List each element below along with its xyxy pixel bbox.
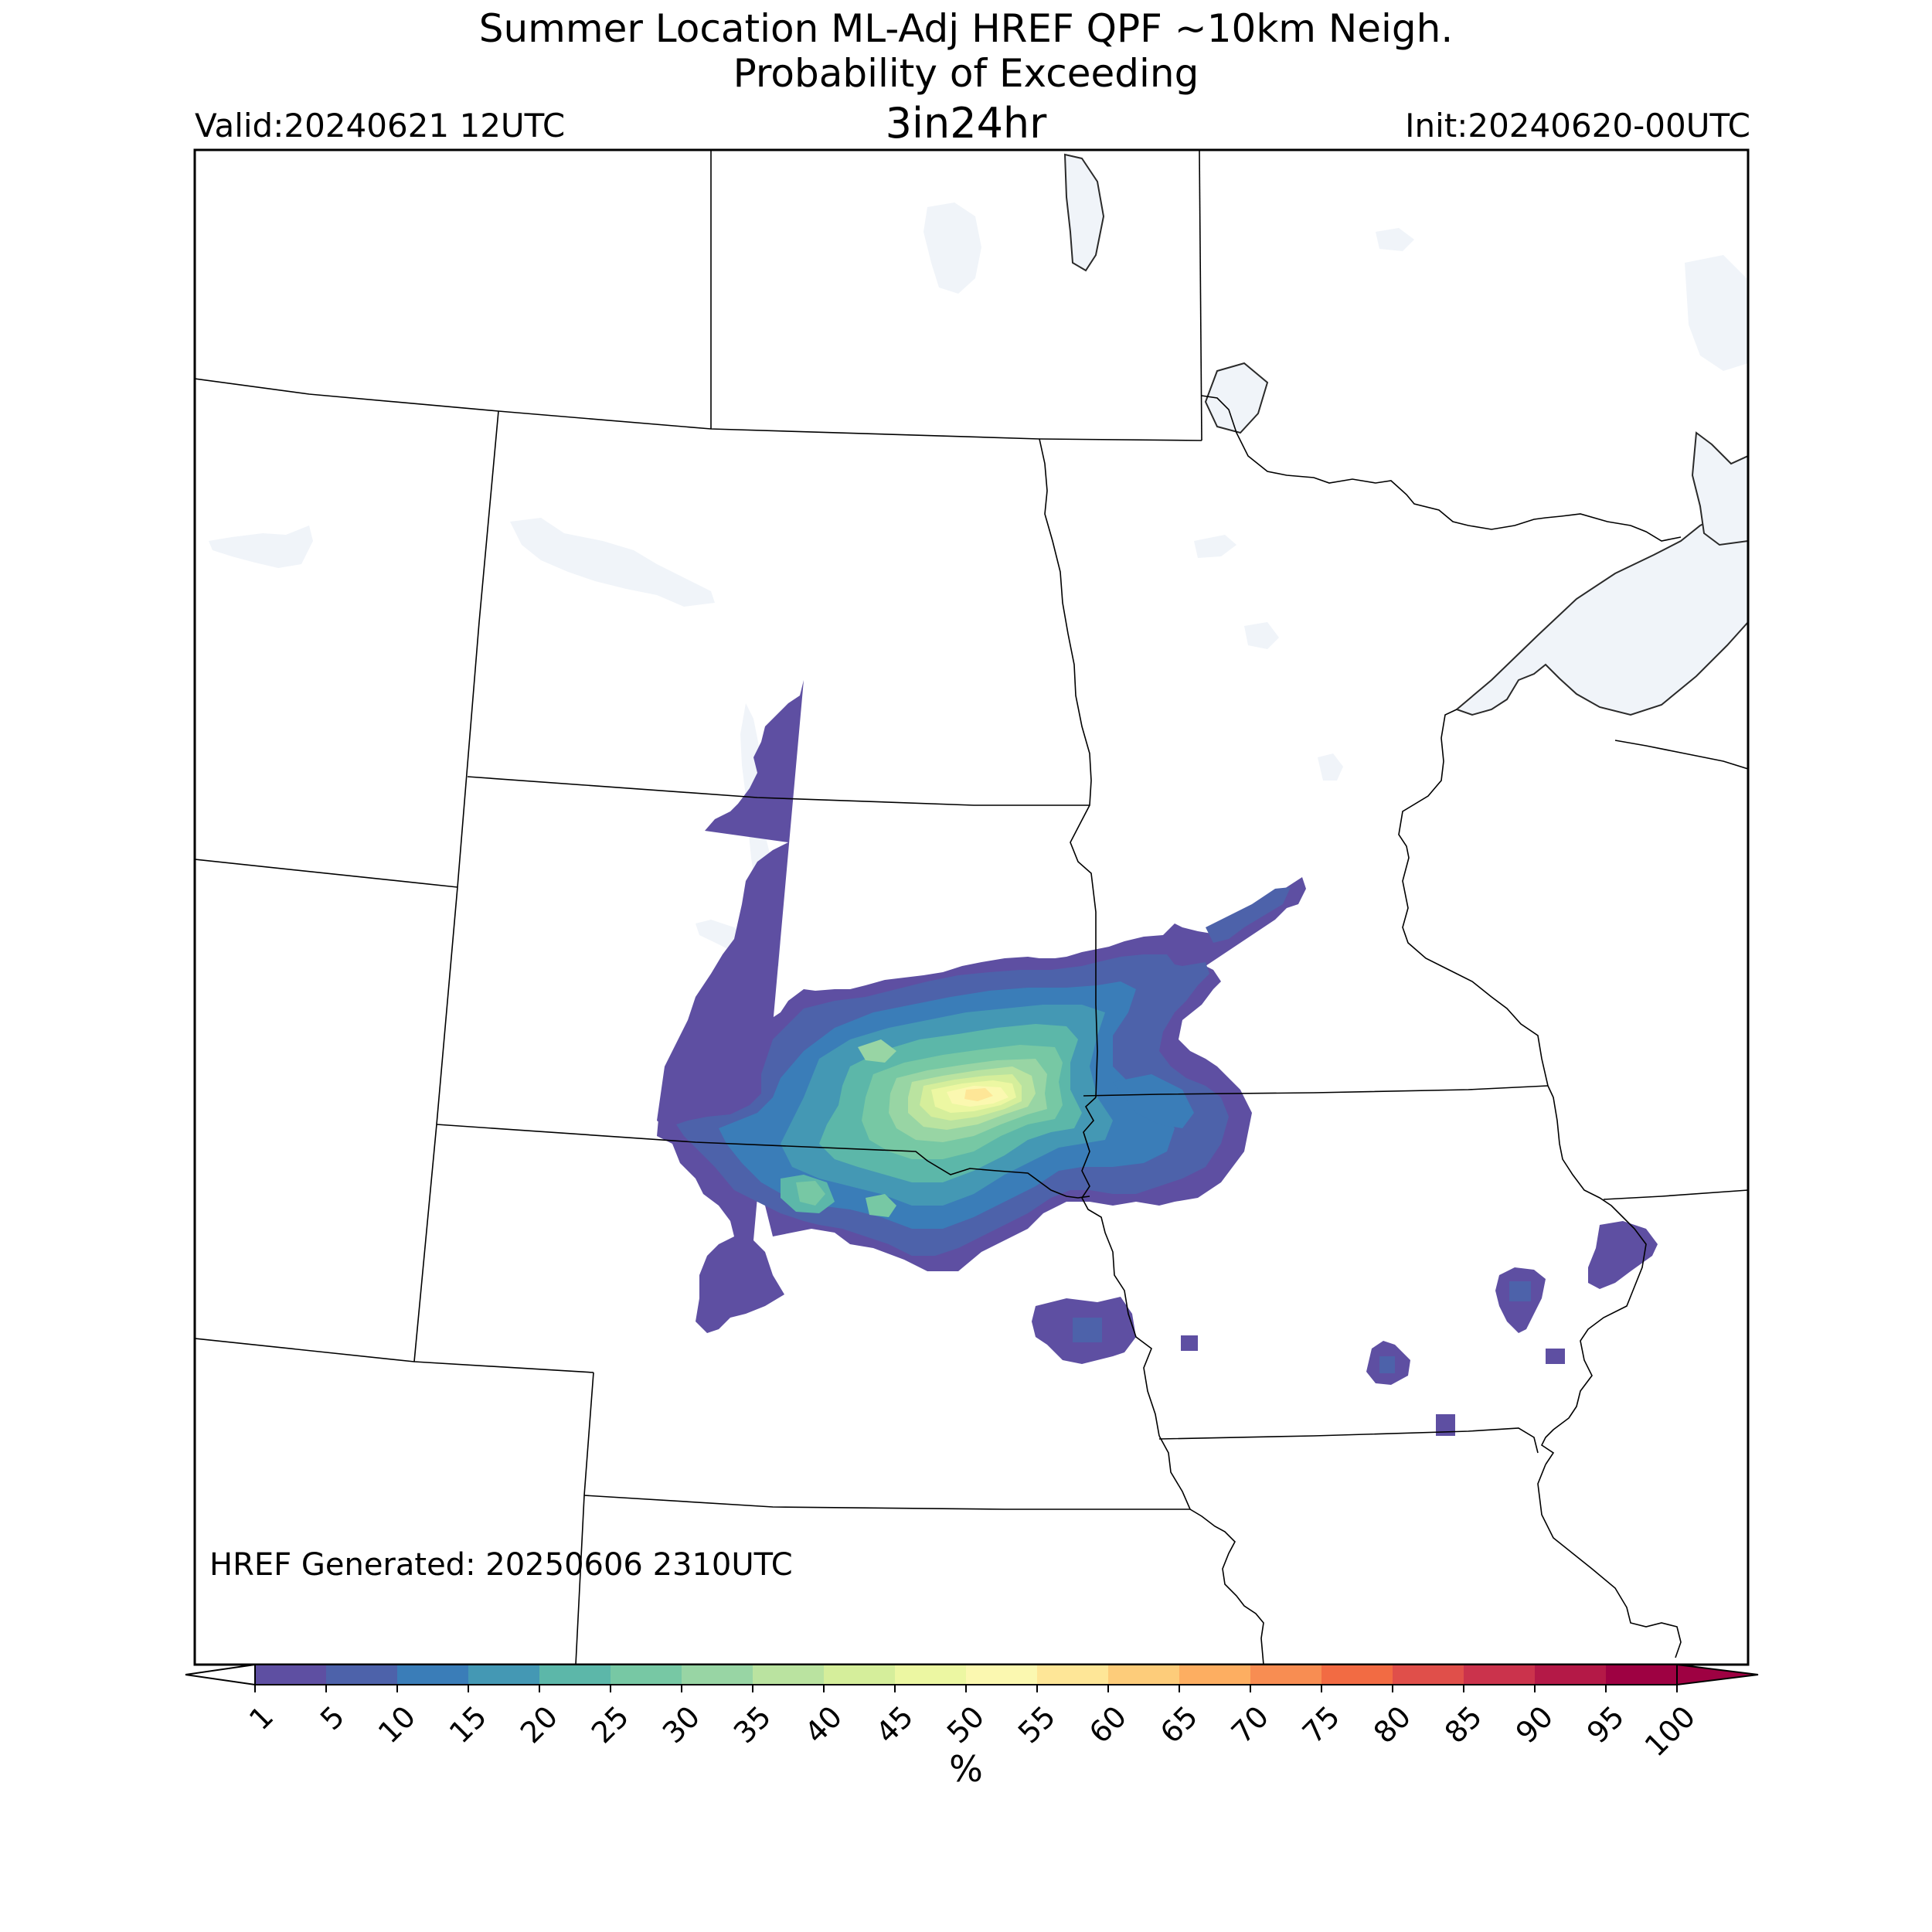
colorbar-tick-label: 60 [1083, 1699, 1133, 1750]
lake-superior [1455, 501, 1748, 716]
colorbar-swatch [1535, 1665, 1607, 1685]
mn-west-line [1039, 438, 1098, 1098]
lake-winnipeg [923, 202, 981, 294]
lake-manitoba [1063, 153, 1105, 272]
colorbar-swatch [468, 1665, 540, 1685]
colorbar-swatch [682, 1665, 753, 1685]
canada-us-border-west [195, 378, 1202, 441]
wi-mi-line [1614, 740, 1748, 770]
colorbar-swatches [255, 1665, 1678, 1685]
colorbar-tick-label: 1 [243, 1699, 280, 1736]
colorbar-swatch [1464, 1665, 1536, 1685]
colorbar-swatch [1108, 1665, 1180, 1685]
colorbar-swatch [611, 1665, 682, 1685]
il-wi-line [1603, 1189, 1748, 1200]
colorbar-swatch [326, 1665, 398, 1685]
colorbar-over-triangle [1676, 1663, 1759, 1686]
prob-region-21 [796, 1181, 825, 1206]
colorbar-swatch [1393, 1665, 1464, 1685]
ia-mo-line [1158, 1427, 1539, 1454]
prob-region-4 [1181, 1335, 1198, 1351]
colorbar-under-triangle [185, 1663, 256, 1686]
prob-region-7 [1588, 1221, 1658, 1289]
colorbar-tick-label: 25 [585, 1699, 635, 1750]
colorbar-swatch [895, 1665, 967, 1685]
nd-sd-line [467, 776, 1090, 806]
colorbar-tick-label: 90 [1509, 1699, 1560, 1750]
prob-region-29 [964, 1088, 993, 1101]
ne-ks-line [583, 1495, 1190, 1510]
sd-ne-line [436, 1124, 1090, 1199]
colorbar-tick-label: 80 [1367, 1699, 1417, 1750]
ontario-lakes [1685, 255, 1748, 371]
colorbar-swatch [397, 1665, 469, 1685]
colorbar-tick-label: 35 [727, 1699, 777, 1750]
colorbar-tick-label: 95 [1580, 1699, 1631, 1750]
ontario-border [1201, 395, 1682, 542]
colorbar-swatch [1321, 1665, 1393, 1685]
chart-subtitle: Probability of Exceeding [733, 51, 1199, 96]
leech-lake [1244, 622, 1279, 649]
colorbar-swatch [255, 1665, 327, 1685]
prob-region-16 [1113, 1074, 1194, 1128]
colorbar-tick-label: 75 [1296, 1699, 1346, 1750]
isle-royale-lake-nipigon-icon [1691, 431, 1748, 546]
colorbar-swatch [1179, 1665, 1251, 1685]
colorbar-tick-label: 5 [314, 1699, 351, 1736]
colorbar-tick-label: 15 [443, 1699, 493, 1750]
probability-field [657, 680, 1658, 1436]
mo-south [1537, 1464, 1682, 1658]
montana-dakota-line [457, 410, 499, 888]
valid-time-label: Valid:20240621 12UTC [195, 107, 566, 145]
colorbar-unit-label: % [949, 1748, 983, 1790]
devils-lake [1194, 535, 1236, 558]
colorbar-tick-label: 40 [798, 1699, 849, 1750]
mn-wi-line [1398, 709, 1549, 1087]
colorbar-tick-label: 20 [514, 1699, 564, 1750]
colorbar-tick-label: 30 [656, 1699, 706, 1750]
chart-title: Summer Location ML-Adj HREF QPF ~10km Ne… [478, 6, 1454, 51]
prob-region-11 [1206, 887, 1291, 943]
colorbar-tick-label: 50 [940, 1699, 991, 1750]
generated-timestamp: HREF Generated: 20250606 2310UTC [209, 1547, 793, 1583]
colorbar-tick-label: 85 [1438, 1699, 1488, 1750]
colorbar-swatch [1250, 1665, 1322, 1685]
lake-sakakawea [510, 518, 715, 607]
colorbar-tick-label: 55 [1012, 1699, 1062, 1750]
sask-manitoba-line [1199, 150, 1202, 441]
colorbar-tick-label: 65 [1154, 1699, 1204, 1750]
prob-region-22 [866, 1194, 896, 1217]
colorbar-swatch [753, 1665, 825, 1685]
threshold-label: 3in24hr [885, 99, 1047, 148]
colorbar-swatch [824, 1665, 896, 1685]
lakes-layer [209, 153, 1748, 970]
colorbar-swatch [539, 1665, 611, 1685]
mille-lacs-lake [1318, 753, 1343, 781]
lake-of-the-woods [1204, 362, 1269, 434]
red-lake [1376, 228, 1414, 251]
prob-region-2 [707, 1009, 729, 1030]
prob-region-13 [1379, 1356, 1395, 1373]
colorbar-swatch [966, 1665, 1038, 1685]
colorbar-swatch [1037, 1665, 1109, 1685]
colorbar-swatch [1606, 1665, 1678, 1685]
colorbar-tick-label: 45 [869, 1699, 920, 1750]
colorbar-tick-label: 70 [1225, 1699, 1275, 1750]
state-borders [195, 150, 1748, 1665]
prob-region-9 [1546, 1349, 1565, 1364]
prob-region-12 [1073, 1318, 1102, 1342]
sd-ia-line [1081, 1097, 1160, 1437]
ia-wi-il-river [1540, 1085, 1647, 1465]
prob-region-14 [1509, 1281, 1531, 1301]
init-time-label: Init:20240620-00UTC [1405, 107, 1750, 145]
ne-ia-mo-line [1158, 1435, 1264, 1665]
fort-peck-lake [209, 526, 313, 568]
wy-co-line [195, 1338, 594, 1373]
mn-ia-line [1083, 1085, 1549, 1097]
mt-wy-line [195, 859, 458, 888]
prob-region-24 [858, 1039, 896, 1063]
colorbar-tick-label: 10 [372, 1699, 422, 1750]
